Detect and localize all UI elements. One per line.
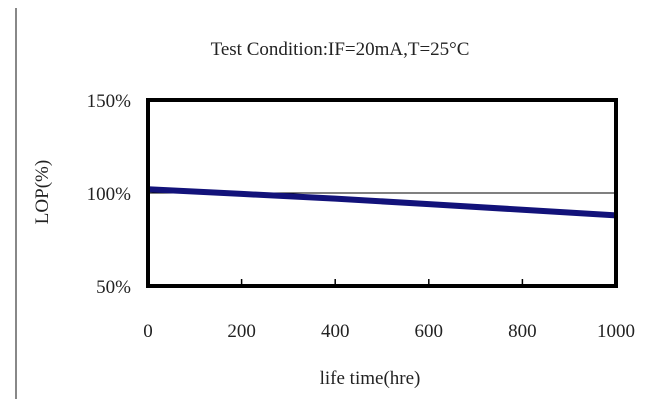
x-tick-label: 600 (415, 321, 444, 342)
plot-frame (146, 98, 618, 288)
x-tick-label: 1000 (597, 321, 635, 342)
x-tick-label: 400 (321, 321, 350, 342)
plot-layer: 0 200 400 600 800 1000 150% 100% 50% (87, 91, 635, 342)
y-tick-label: 50% (96, 277, 131, 298)
x-tick-label: 200 (227, 321, 256, 342)
chart-title: Test Condition:IF=20mA,T=25°C (211, 39, 470, 60)
x-axis-label: life time(hre) (320, 368, 421, 389)
x-tick-label: 800 (508, 321, 537, 342)
x-tick-label: 0 (143, 321, 153, 342)
series-line (147, 186, 617, 219)
y-tick-label: 150% (87, 91, 132, 112)
y-axis-label: LOP(%) (32, 160, 53, 224)
y-tick-label: 100% (87, 184, 132, 205)
